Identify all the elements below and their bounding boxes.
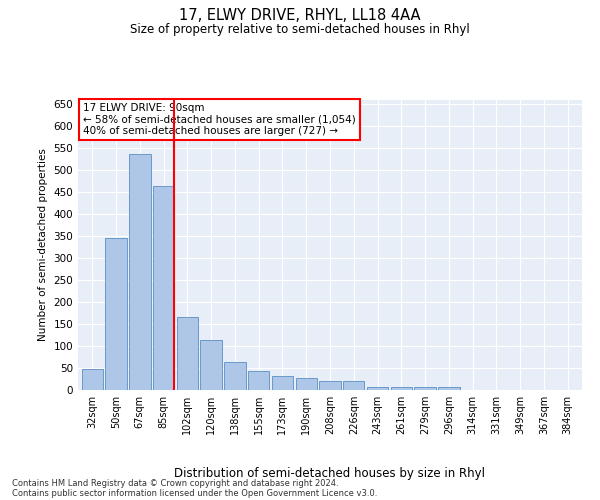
Y-axis label: Number of semi-detached properties: Number of semi-detached properties [38, 148, 48, 342]
Text: Size of property relative to semi-detached houses in Rhyl: Size of property relative to semi-detach… [130, 22, 470, 36]
Bar [367, 387, 388, 390]
Bar [272, 376, 293, 390]
Text: Contains HM Land Registry data © Crown copyright and database right 2024.: Contains HM Land Registry data © Crown c… [12, 478, 338, 488]
Bar [343, 381, 364, 390]
Text: Distribution of semi-detached houses by size in Rhyl: Distribution of semi-detached houses by … [175, 467, 485, 480]
Bar [391, 387, 412, 390]
Bar [296, 378, 317, 390]
Bar [106, 238, 127, 390]
Text: Contains public sector information licensed under the Open Government Licence v3: Contains public sector information licen… [12, 488, 377, 498]
Text: 17, ELWY DRIVE, RHYL, LL18 4AA: 17, ELWY DRIVE, RHYL, LL18 4AA [179, 8, 421, 22]
Bar [415, 387, 436, 390]
Bar [248, 371, 269, 390]
Bar [438, 387, 460, 390]
Bar [200, 340, 222, 390]
Text: 17 ELWY DRIVE: 90sqm
← 58% of semi-detached houses are smaller (1,054)
40% of se: 17 ELWY DRIVE: 90sqm ← 58% of semi-detac… [83, 103, 356, 136]
Bar [129, 154, 151, 390]
Bar [153, 186, 174, 390]
Bar [82, 370, 103, 390]
Bar [319, 381, 341, 390]
Bar [224, 362, 245, 390]
Bar [176, 316, 198, 390]
